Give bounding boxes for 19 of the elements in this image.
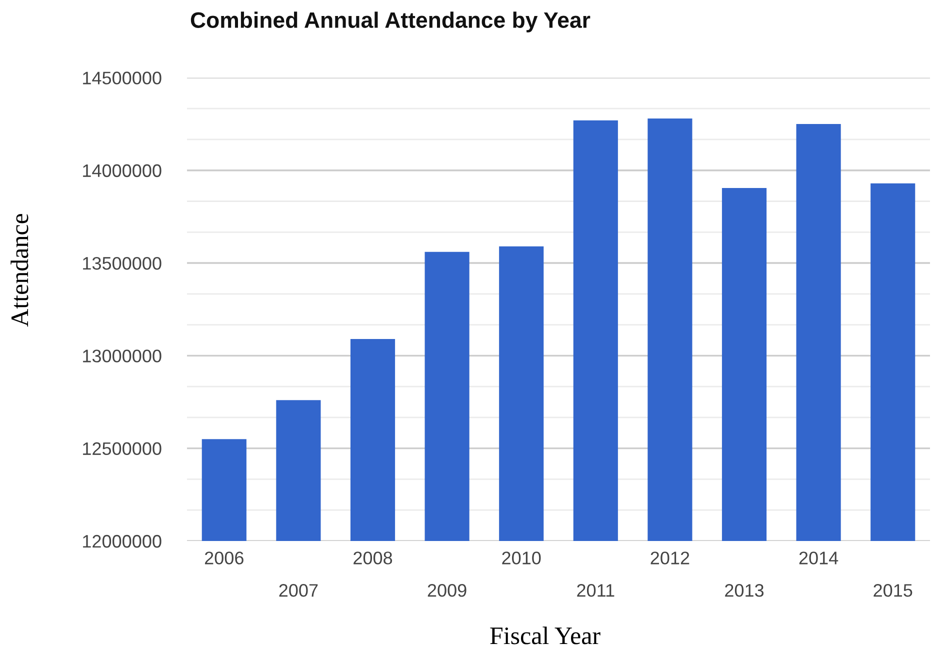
x-tick-label: 2009	[428, 584, 466, 597]
x-tick-label: 2013	[725, 584, 764, 597]
x-tick-label: 2015	[874, 584, 912, 597]
y-tick-label: 13000000	[83, 350, 162, 362]
y-tick-label: 14500000	[83, 72, 162, 84]
x-tick-label: 2008	[354, 552, 392, 564]
x-tick-label: 2012	[650, 552, 690, 564]
y-tick-label: 14000000	[83, 164, 162, 178]
x-tick-label: 2010	[502, 552, 541, 564]
y-tick-label: 12000000	[83, 534, 162, 548]
y-tick-label: 12500000	[83, 442, 162, 456]
x-tick-label: 2011	[577, 584, 614, 597]
x-tick-label: 2014	[799, 552, 838, 564]
x-axis-title: Fiscal Year	[490, 626, 600, 644]
y-tick-label: 13500000	[83, 256, 162, 270]
chart-title: Combined Annual Attendance by Year	[190, 12, 590, 32]
x-tick-label: 2006	[204, 552, 244, 564]
y-axis-title: Attendance	[10, 214, 28, 327]
x-tick-label: 2007	[279, 584, 318, 597]
